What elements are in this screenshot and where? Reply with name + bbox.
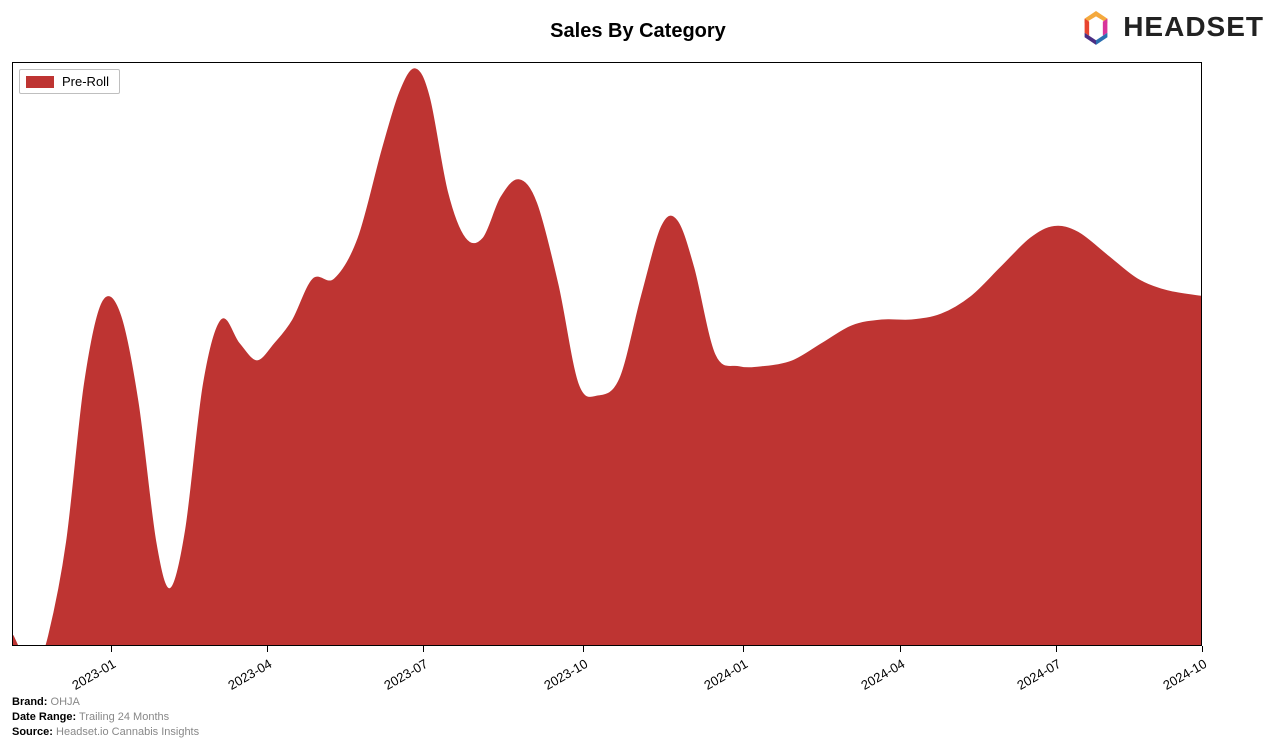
x-tick-mark: [743, 646, 744, 652]
x-tick-mark: [111, 646, 112, 652]
area-chart-svg: [13, 63, 1202, 646]
x-tick-mark: [1056, 646, 1057, 652]
series-pre-roll: [13, 69, 1202, 646]
x-tick-label: 2024-01: [701, 656, 750, 693]
chart-legend: Pre-Roll: [19, 69, 120, 94]
x-tick-mark: [583, 646, 584, 652]
x-tick-label: 2024-07: [1014, 656, 1063, 693]
legend-label: Pre-Roll: [62, 74, 109, 89]
x-tick-mark: [267, 646, 268, 652]
headset-logo: HEADSET: [1077, 8, 1264, 46]
x-tick-mark: [900, 646, 901, 652]
headset-logo-icon: [1077, 8, 1115, 46]
meta-range-value: Trailing 24 Months: [79, 711, 169, 723]
meta-brand-value: OHJA: [51, 696, 80, 708]
x-tick-mark: [423, 646, 424, 652]
legend-swatch: [26, 76, 54, 88]
chart-metadata: Brand: OHJA Date Range: Trailing 24 Mont…: [12, 695, 199, 740]
x-tick-mark: [1202, 646, 1203, 652]
x-tick-label: 2023-04: [225, 656, 274, 693]
x-tick-label: 2023-01: [69, 656, 118, 693]
meta-brand-label: Brand:: [12, 696, 47, 708]
meta-range-label: Date Range:: [12, 711, 76, 723]
x-tick-label: 2024-04: [858, 656, 907, 693]
chart-plot-area: Pre-Roll: [12, 62, 1202, 646]
meta-source-label: Source:: [12, 726, 53, 738]
headset-logo-text: HEADSET: [1123, 11, 1264, 43]
x-tick-label: 2023-10: [542, 656, 591, 693]
meta-source-value: Headset.io Cannabis Insights: [56, 726, 199, 738]
x-tick-label: 2024-10: [1161, 656, 1210, 693]
x-tick-label: 2023-07: [381, 656, 430, 693]
